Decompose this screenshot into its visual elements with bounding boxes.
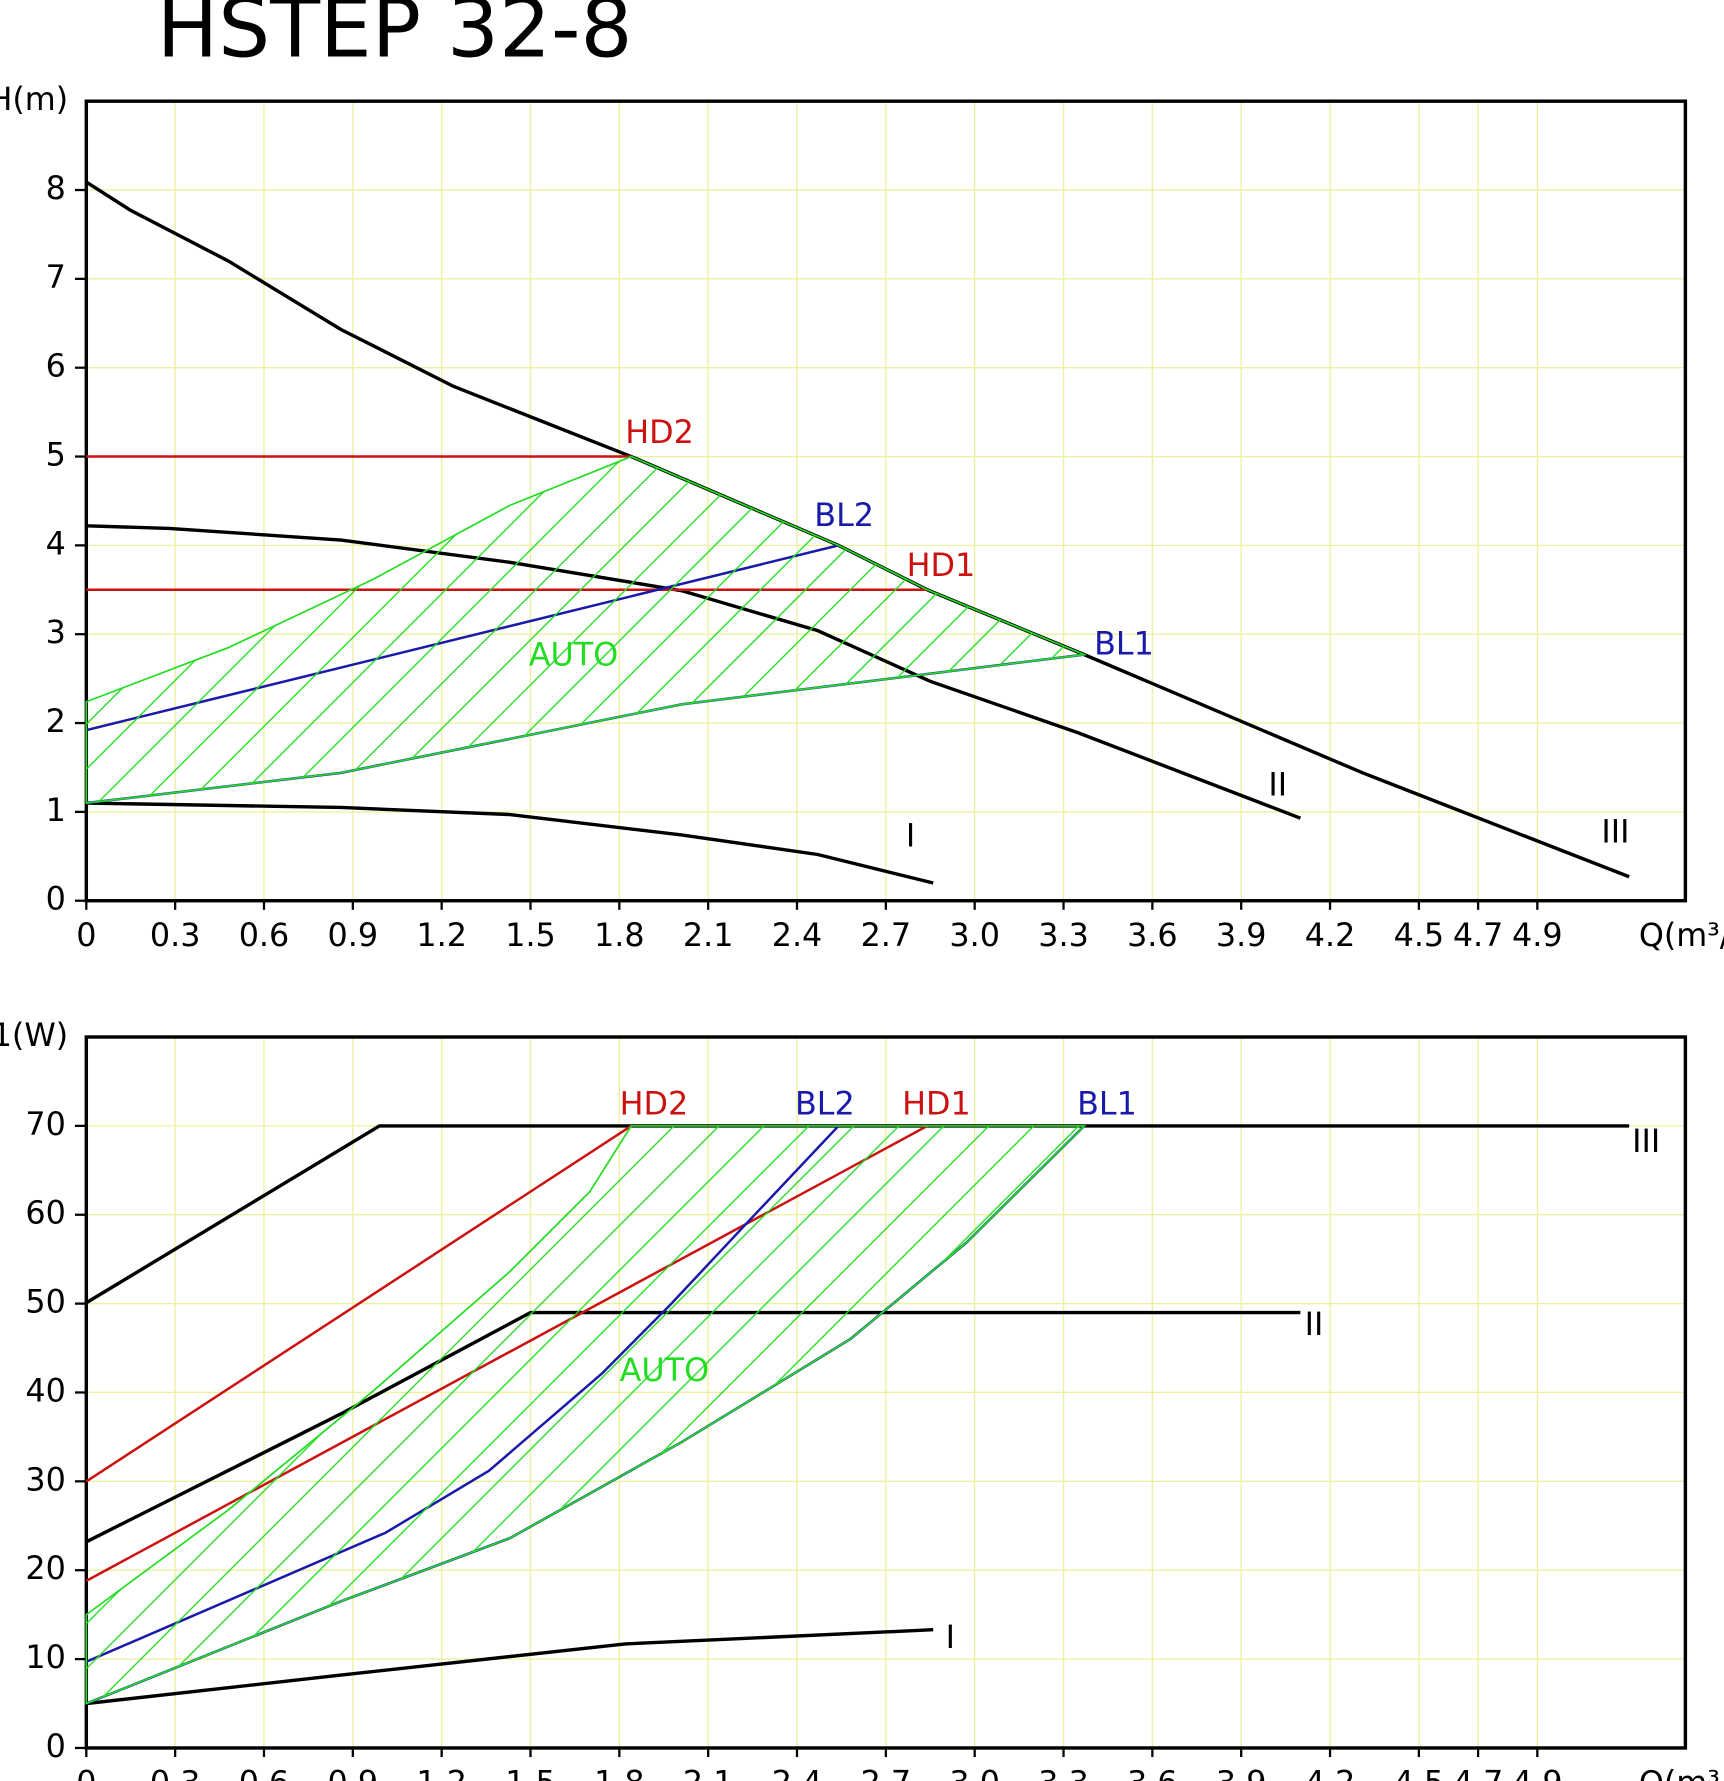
curve-label: III [1632,1123,1660,1160]
x-tick-label: 2.4 [772,917,823,954]
x-tick-label: 3.9 [1216,1764,1267,1781]
auto-label: AUTO [620,1352,709,1389]
x-tick-label: 0.9 [328,917,379,954]
curve-label: HD1 [902,1085,971,1122]
x-axis-label: Q(m³/h) [1639,917,1724,954]
curve-label: BL2 [795,1085,855,1122]
y-tick-label: 30 [25,1461,65,1498]
x-tick-label: 0 [76,1764,96,1781]
y-tick-label: 2 [46,703,66,740]
y-tick-label: 40 [25,1372,65,1409]
auto-area [85,455,1088,805]
x-tick-label: 1.2 [416,1764,467,1781]
x-tick-label: 1.8 [594,1764,645,1781]
curve-label: HD1 [907,547,976,584]
y-tick-label: 7 [46,259,66,296]
auto-area [85,1125,1087,1705]
curve-label: HD2 [625,414,694,451]
x-tick-label: 4.2 [1305,917,1356,954]
x-tick-label: 0.9 [328,1764,379,1781]
y-tick-label: 0 [46,881,66,918]
auto-label: AUTO [529,637,618,674]
x-tick-label: 3.0 [949,917,1000,954]
x-tick-label: 2.1 [683,917,734,954]
x-tick-label: 3.3 [1038,917,1089,954]
x-tick-label: 0.3 [150,1764,201,1781]
curve-label: HD2 [620,1085,689,1122]
curve [86,801,934,885]
y-tick-label: 60 [25,1195,65,1232]
x-tick-label: 2.7 [861,917,912,954]
x-tick-label: 2.1 [683,1764,734,1781]
x-tick-label: 4.5 [1394,917,1445,954]
page-title: HSTEP 32-8 [157,0,633,77]
x-tick-label: 1.5 [505,1764,556,1781]
x-tick-label: 3.0 [949,1764,1000,1781]
x-tick-label: 3.3 [1038,1764,1089,1781]
x-tick-label: 1.2 [416,917,467,954]
y-tick-label: 8 [46,170,66,207]
curve-label: III [1601,814,1629,851]
x-tick-label: 0.6 [239,1764,290,1781]
y-axis-label: P1(W) [0,1017,68,1054]
x-tick-label: 0.6 [239,917,290,954]
x-tick-label: 2.7 [861,1764,912,1781]
y-axis-label: H(m) [0,81,68,118]
x-tick-label: 4.2 [1305,1764,1356,1781]
x-tick-label: 3.6 [1127,917,1178,954]
x-tick-label: 2.4 [772,1764,823,1781]
y-tick-label: 1 [46,792,66,829]
x-tick-label: 4.5 [1394,1764,1445,1781]
curve-label: BL2 [814,497,874,534]
x-tick-label: 1.5 [505,917,556,954]
x-tick-label: 4.9 [1512,1764,1563,1781]
x-tick-label: 3.9 [1216,917,1267,954]
y-tick-label: 5 [46,437,66,474]
curve [86,1628,934,1706]
y-tick-label: 4 [46,525,66,562]
y-tick-label: 6 [46,348,66,385]
y-tick-label: 50 [25,1284,65,1321]
y-tick-label: 0 [46,1728,66,1765]
x-tick-label: 3.6 [1127,1764,1178,1781]
x-tick-label: 0.3 [150,917,201,954]
x-tick-label: 0 [76,917,96,954]
y-tick-label: 3 [46,614,66,651]
curve [85,1124,1630,1305]
curve-label: II [1305,1306,1324,1343]
x-axis-label: Q(m³/h) [1639,1764,1724,1781]
y-tick-label: 10 [25,1639,65,1676]
curve [85,1124,632,1483]
x-tick-label: 4.7 [1453,917,1504,954]
curve-label: BL1 [1077,1085,1137,1122]
curve-label: I [906,818,915,855]
x-tick-label: 1.8 [594,917,645,954]
y-tick-label: 20 [25,1550,65,1587]
x-tick-label: 4.9 [1512,917,1563,954]
curve-label: BL1 [1094,626,1154,663]
x-tick-label: 4.7 [1453,1764,1504,1781]
y-tick-label: 70 [25,1106,65,1143]
curve-label: I [946,1619,955,1656]
curve-label: II [1268,766,1287,803]
